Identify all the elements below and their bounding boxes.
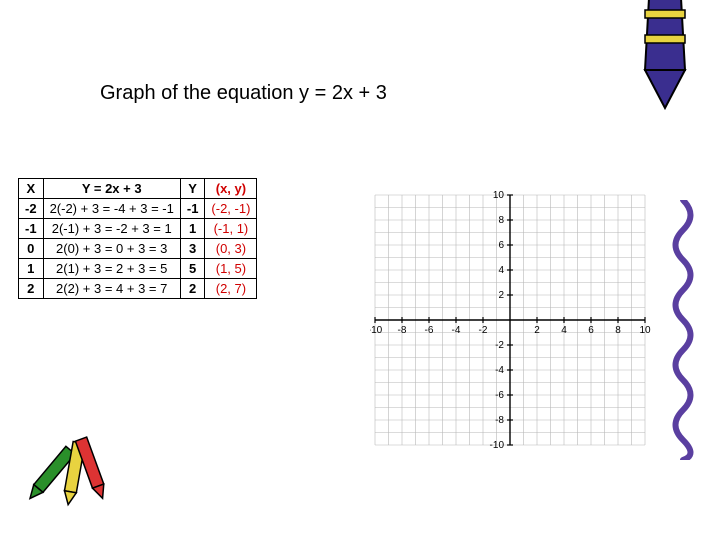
xy-table: X Y = 2x + 3 Y (x, y) -22(-2) + 3 = -4 +… (18, 178, 257, 299)
svg-text:6: 6 (498, 240, 504, 251)
squiggle-icon (668, 200, 698, 460)
svg-text:4: 4 (561, 325, 567, 336)
crayon-icon (630, 0, 700, 110)
cell-x: -2 (19, 199, 44, 219)
svg-text:-10: -10 (370, 325, 383, 336)
cell-xy: (2, 7) (205, 279, 257, 299)
table-header-row: X Y = 2x + 3 Y (x, y) (19, 179, 257, 199)
cell-expr: 2(2) + 3 = 4 + 3 = 7 (43, 279, 180, 299)
crayons-icon (18, 422, 138, 512)
svg-text:-8: -8 (495, 415, 504, 426)
svg-text:-4: -4 (452, 325, 461, 336)
cell-x: 2 (19, 279, 44, 299)
cell-xy: (-2, -1) (205, 199, 257, 219)
table-row: 22(2) + 3 = 4 + 3 = 72(2, 7) (19, 279, 257, 299)
cell-y: -1 (180, 199, 205, 219)
svg-text:10: 10 (493, 190, 505, 201)
col-y: Y (180, 179, 205, 199)
cell-y: 1 (180, 219, 205, 239)
svg-text:4: 4 (498, 265, 504, 276)
cell-expr: 2(-1) + 3 = -2 + 3 = 1 (43, 219, 180, 239)
cell-xy: (-1, 1) (205, 219, 257, 239)
col-expr: Y = 2x + 3 (43, 179, 180, 199)
col-xy: (x, y) (205, 179, 257, 199)
cell-xy: (1, 5) (205, 259, 257, 279)
col-x: X (19, 179, 44, 199)
table-row: -22(-2) + 3 = -4 + 3 = -1-1(-2, -1) (19, 199, 257, 219)
svg-text:2: 2 (498, 290, 504, 301)
table-row: 02(0) + 3 = 0 + 3 = 33(0, 3) (19, 239, 257, 259)
cell-x: 1 (19, 259, 44, 279)
cell-y: 3 (180, 239, 205, 259)
svg-text:8: 8 (498, 215, 504, 226)
table-row: -12(-1) + 3 = -2 + 3 = 11(-1, 1) (19, 219, 257, 239)
page-title: Graph of the equation y = 2x + 3 (100, 82, 387, 105)
svg-text:-6: -6 (495, 390, 504, 401)
svg-text:-2: -2 (495, 340, 504, 351)
cell-y: 5 (180, 259, 205, 279)
coordinate-grid: -10 -8 -6 -4 -2 2 4 6 8 10 10 8 6 4 2 -2 -4 -6 -8 -10 (370, 190, 660, 460)
svg-text:-2: -2 (479, 325, 488, 336)
svg-text:6: 6 (588, 325, 594, 336)
cell-expr: 2(0) + 3 = 0 + 3 = 3 (43, 239, 180, 259)
cell-expr: 2(1) + 3 = 2 + 3 = 5 (43, 259, 180, 279)
svg-text:8: 8 (615, 325, 621, 336)
table-row: 12(1) + 3 = 2 + 3 = 55(1, 5) (19, 259, 257, 279)
cell-xy: (0, 3) (205, 239, 257, 259)
cell-x: -1 (19, 219, 44, 239)
svg-text:-10: -10 (490, 440, 505, 451)
svg-text:-6: -6 (425, 325, 434, 336)
cell-expr: 2(-2) + 3 = -4 + 3 = -1 (43, 199, 180, 219)
cell-x: 0 (19, 239, 44, 259)
svg-text:10: 10 (639, 325, 651, 336)
cell-y: 2 (180, 279, 205, 299)
svg-text:-4: -4 (495, 365, 504, 376)
svg-text:-8: -8 (398, 325, 407, 336)
svg-text:2: 2 (534, 325, 540, 336)
